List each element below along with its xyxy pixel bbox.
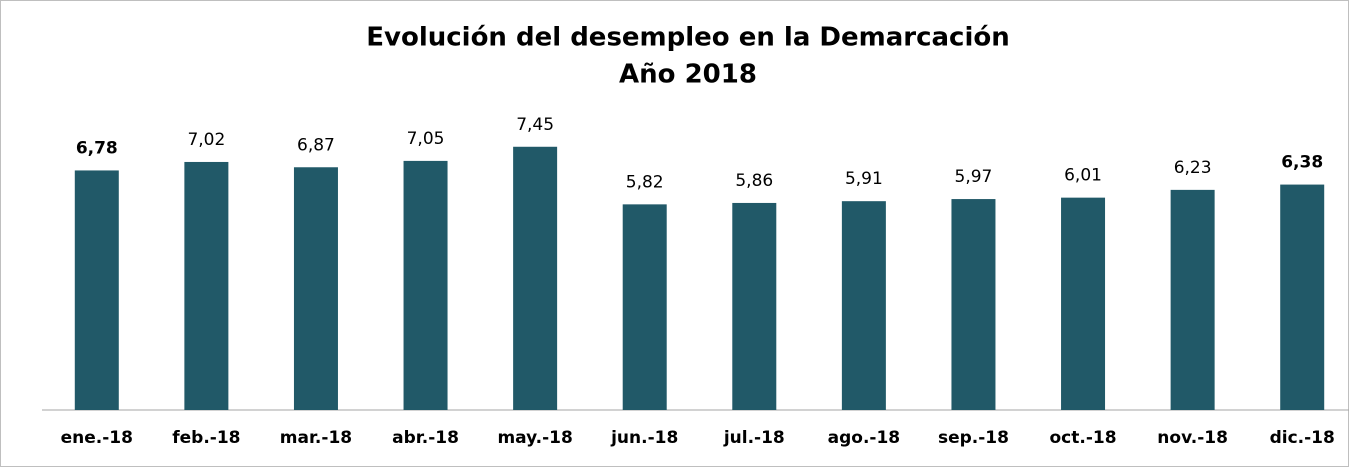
bar xyxy=(951,199,996,410)
chart-title: Evolución del desempleo en la Demarcació… xyxy=(366,23,1010,53)
bar xyxy=(732,202,777,410)
data-label: 5,97 xyxy=(955,167,993,187)
x-tick-label: jul.-18 xyxy=(723,428,785,448)
x-tick-label: sep.-18 xyxy=(938,428,1009,448)
x-tick-label: may.-18 xyxy=(497,428,572,448)
data-label: 7,05 xyxy=(407,129,445,149)
x-tick-label: feb.-18 xyxy=(172,428,240,448)
x-tick-label: dic.-18 xyxy=(1270,428,1335,448)
bar xyxy=(74,170,119,410)
x-tick-label: oct.-18 xyxy=(1050,428,1117,448)
data-label: 6,78 xyxy=(76,138,118,158)
bar xyxy=(184,161,229,410)
bar xyxy=(513,146,558,410)
data-label: 6,01 xyxy=(1064,166,1102,186)
bar xyxy=(1280,184,1325,410)
x-tick-label: nov.-18 xyxy=(1157,428,1228,448)
x-tick-label: ene.-18 xyxy=(61,428,133,448)
bar xyxy=(403,160,448,410)
x-tick-label: mar.-18 xyxy=(280,428,352,448)
bar xyxy=(622,204,667,410)
x-tick-label: jun.-18 xyxy=(610,428,678,448)
data-label: 5,86 xyxy=(735,171,773,191)
chart-subtitle: Año 2018 xyxy=(619,60,757,90)
bar xyxy=(1061,197,1106,410)
x-tick-label: abr.-18 xyxy=(392,428,459,448)
x-tick-label: ago.-18 xyxy=(828,428,901,448)
data-label: 6,23 xyxy=(1174,158,1212,178)
bar xyxy=(1170,189,1215,410)
data-label: 5,91 xyxy=(845,169,883,189)
data-label: 7,02 xyxy=(187,130,225,150)
bar xyxy=(293,167,338,410)
data-label: 5,82 xyxy=(626,172,664,192)
data-label: 7,45 xyxy=(516,115,554,135)
data-label: 6,87 xyxy=(297,135,335,155)
bar xyxy=(841,201,886,410)
data-label: 6,38 xyxy=(1281,153,1323,173)
